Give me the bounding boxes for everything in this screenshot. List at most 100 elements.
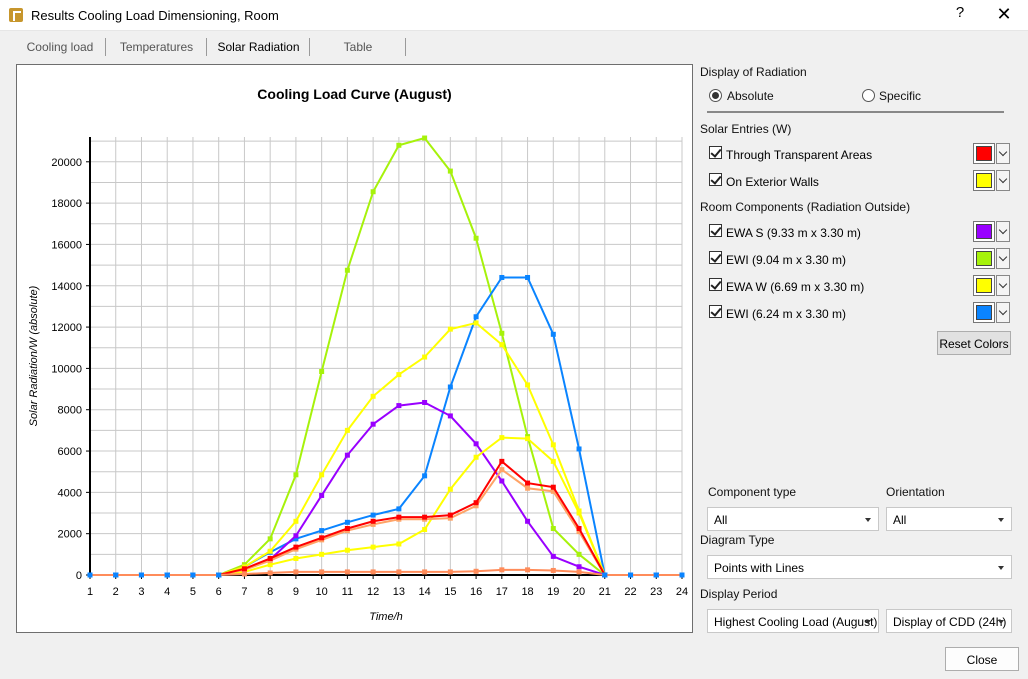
color-swatch-exterior-walls[interactable]	[973, 170, 995, 191]
series-point	[576, 446, 582, 452]
chevron-down-icon[interactable]	[996, 248, 1010, 269]
series-point	[499, 478, 505, 484]
chevron-down-icon[interactable]	[996, 221, 1010, 242]
x-tick-label: 23	[650, 586, 662, 598]
ewi-904-label: EWI (9.04 m x 3.30 m)	[726, 253, 847, 267]
series-point	[370, 393, 376, 399]
checkbox-exterior-walls[interactable]	[709, 173, 722, 186]
x-tick-label: 20	[573, 586, 585, 598]
color-swatch-transparent-areas[interactable]	[973, 143, 995, 164]
y-tick-label: 14000	[51, 281, 82, 293]
chevron-down-icon[interactable]	[996, 302, 1010, 323]
x-tick-label: 11	[342, 586, 353, 598]
checkbox-ewa-w[interactable]	[709, 278, 722, 291]
window-close-button[interactable]: ✕	[996, 4, 1012, 24]
orientation-select[interactable]: All	[886, 507, 1012, 531]
specific-radio[interactable]	[862, 89, 875, 102]
series-point	[550, 567, 556, 573]
x-tick-label: 9	[293, 586, 299, 598]
series-point	[267, 570, 273, 576]
x-tick-label: 15	[444, 586, 456, 598]
series-point	[447, 413, 453, 419]
reset-colors-button[interactable]: Reset Colors	[937, 331, 1011, 355]
orientation-value: All	[893, 513, 907, 527]
series-point	[473, 568, 479, 574]
display-radiation-heading: Display of Radiation	[700, 65, 807, 79]
diagram-type-select[interactable]: Points with Lines	[707, 555, 1012, 579]
series-point	[447, 326, 453, 332]
tab-solar-radiation[interactable]: Solar Radiation	[207, 35, 310, 59]
room-components-heading: Room Components (Radiation Outside)	[700, 200, 911, 214]
x-tick-label: 17	[496, 586, 508, 598]
series-point	[525, 436, 531, 442]
x-axis-label: Time/h	[369, 611, 403, 623]
checkbox-ewi-624[interactable]	[709, 305, 722, 318]
display-period-select[interactable]: Highest Cooling Load (August)	[707, 609, 879, 633]
x-tick-label: 19	[547, 586, 559, 598]
app-icon	[9, 8, 23, 22]
chevron-down-icon	[865, 620, 871, 624]
series-point	[525, 485, 531, 491]
component-type-select[interactable]: All	[707, 507, 879, 531]
y-tick-label: 6000	[58, 446, 82, 458]
tab-cooling-load[interactable]: Cooling load	[14, 35, 106, 59]
series-point	[319, 528, 325, 534]
x-tick-label: 21	[599, 586, 611, 598]
series-point	[319, 551, 325, 557]
orientation-label: Orientation	[886, 485, 945, 499]
chevron-down-icon[interactable]	[996, 275, 1010, 296]
series-point	[499, 567, 505, 573]
color-swatch-ewi-904[interactable]	[973, 248, 995, 269]
series-point	[525, 518, 531, 524]
component-type-label: Component type	[708, 485, 797, 499]
color-swatch-ewa-w[interactable]	[973, 275, 995, 296]
tab-temperatures[interactable]: Temperatures	[106, 35, 207, 59]
display-cdd-select[interactable]: Display of CDD (24h)	[886, 609, 1012, 633]
chevron-down-icon[interactable]	[996, 143, 1010, 164]
chevron-down-icon[interactable]	[996, 170, 1010, 191]
series-point	[396, 506, 402, 512]
y-tick-label: 0	[76, 570, 82, 582]
y-axis-label: Solar Radiation/W (absolute)	[28, 285, 40, 426]
absolute-radio[interactable]	[709, 89, 722, 102]
series-point	[370, 512, 376, 518]
cooling-load-chart: 0 2000 4000 6000 8000 10000 12000 14000 16000 180…	[28, 135, 688, 623]
series-point	[422, 514, 428, 520]
series-point	[319, 535, 325, 541]
ewa-w-label: EWA W (6.69 m x 3.30 m)	[726, 280, 865, 294]
series-point	[447, 512, 453, 518]
series-point	[422, 527, 428, 533]
display-period-value: Highest Cooling Load (August)	[714, 615, 878, 629]
color-fill	[976, 305, 992, 320]
x-tick-label: 16	[470, 586, 482, 598]
checkbox-ewi-904[interactable]	[709, 251, 722, 264]
series-point	[113, 572, 119, 578]
tab-table[interactable]: Table	[310, 35, 406, 59]
series-point	[499, 467, 505, 473]
series-point	[344, 267, 350, 273]
series-point	[422, 473, 428, 479]
series-point	[344, 519, 350, 525]
series-point	[344, 569, 350, 575]
checkbox-transparent-areas[interactable]	[709, 146, 722, 159]
series-point	[293, 533, 299, 539]
series-point	[525, 480, 531, 486]
color-swatch-ewi-624[interactable]	[973, 302, 995, 323]
x-tick-label: 14	[418, 586, 430, 598]
series-point	[525, 567, 531, 573]
series-point	[576, 526, 582, 532]
x-tick-label: 7	[241, 586, 247, 598]
close-button[interactable]: Close	[945, 647, 1019, 671]
color-fill	[976, 173, 992, 188]
series-point	[473, 500, 479, 506]
chart-area: Cooling Load Curve (August) 0 2000 4000 600…	[16, 64, 693, 633]
help-button[interactable]: ?	[955, 4, 965, 21]
series-point	[293, 536, 299, 542]
series-point	[550, 484, 556, 490]
checkbox-ewa-s[interactable]	[709, 224, 722, 237]
absolute-radio-label: Absolute	[727, 89, 774, 103]
color-swatch-ewa-s[interactable]	[973, 221, 995, 242]
series-point	[550, 488, 556, 494]
title-bar: Results Cooling Load Dimensioning, Room …	[0, 0, 1028, 31]
series-point	[370, 421, 376, 427]
